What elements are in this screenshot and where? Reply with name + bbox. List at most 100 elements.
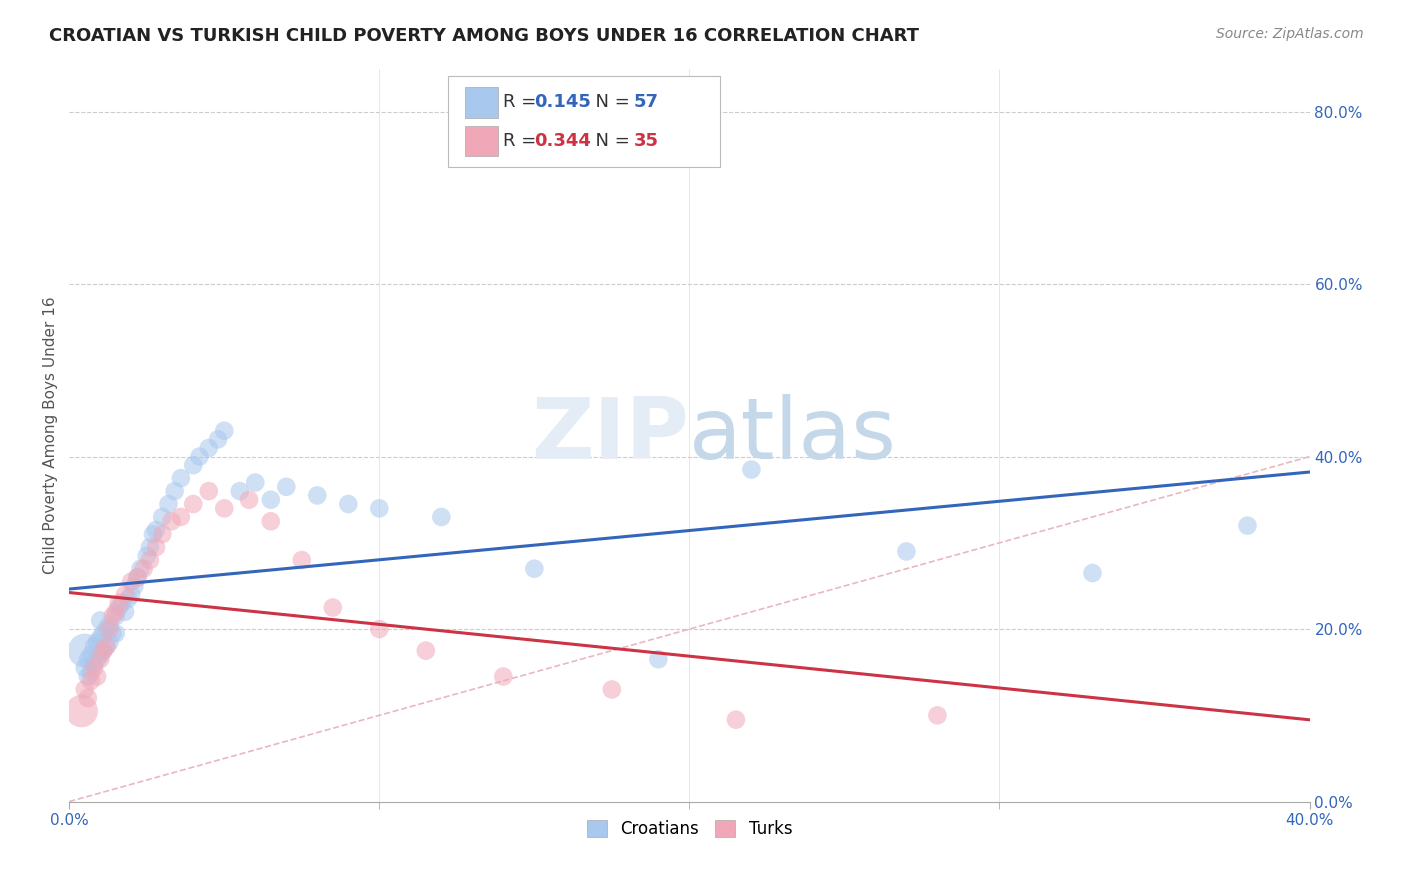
Point — [104, 626, 127, 640]
FancyBboxPatch shape — [465, 126, 498, 156]
Point — [86, 652, 108, 666]
Point — [89, 614, 111, 628]
Point — [197, 484, 219, 499]
Point — [368, 622, 391, 636]
Y-axis label: Child Poverty Among Boys Under 16: Child Poverty Among Boys Under 16 — [44, 296, 58, 574]
Point — [73, 682, 96, 697]
Text: 0.145: 0.145 — [534, 94, 591, 112]
Text: ZIP: ZIP — [531, 393, 689, 476]
Point — [127, 570, 149, 584]
Point — [108, 600, 131, 615]
Point — [260, 492, 283, 507]
Point — [214, 424, 236, 438]
Point — [73, 643, 96, 657]
Point — [368, 501, 391, 516]
Text: 0.344: 0.344 — [534, 132, 591, 150]
Point — [1236, 518, 1258, 533]
Point — [724, 713, 747, 727]
Point — [83, 661, 105, 675]
Point — [181, 497, 204, 511]
Point — [80, 665, 103, 680]
Point — [337, 497, 360, 511]
Point — [104, 609, 127, 624]
Point — [89, 652, 111, 666]
Point — [523, 562, 546, 576]
Point — [260, 514, 283, 528]
Point — [89, 631, 111, 645]
Point — [89, 648, 111, 662]
Point — [91, 643, 114, 657]
Point — [430, 510, 453, 524]
Point — [70, 704, 93, 718]
Point — [104, 605, 127, 619]
Point — [1081, 566, 1104, 580]
Point — [108, 596, 131, 610]
Point — [896, 544, 918, 558]
Point — [647, 652, 669, 666]
Point — [91, 626, 114, 640]
Point — [80, 648, 103, 662]
Point — [86, 635, 108, 649]
Point — [76, 669, 98, 683]
Point — [927, 708, 949, 723]
Point — [307, 488, 329, 502]
Point — [91, 643, 114, 657]
Point — [170, 471, 193, 485]
Point — [120, 588, 142, 602]
Text: R =: R = — [503, 94, 543, 112]
Point — [129, 562, 152, 576]
Legend: Croatians, Turks: Croatians, Turks — [579, 813, 799, 845]
Point — [114, 605, 136, 619]
Point — [291, 553, 314, 567]
Point — [139, 553, 162, 567]
Text: N =: N = — [583, 132, 636, 150]
Point — [415, 643, 437, 657]
Point — [245, 475, 267, 490]
Point — [181, 458, 204, 473]
Point — [98, 617, 121, 632]
Point — [114, 588, 136, 602]
Point — [101, 609, 124, 624]
Point — [76, 691, 98, 706]
Point — [214, 501, 236, 516]
Text: 35: 35 — [634, 132, 658, 150]
Text: Source: ZipAtlas.com: Source: ZipAtlas.com — [1216, 27, 1364, 41]
Point — [229, 484, 252, 499]
Point — [83, 657, 105, 671]
Point — [197, 441, 219, 455]
Point — [188, 450, 211, 464]
Text: 57: 57 — [634, 94, 658, 112]
Point — [322, 600, 344, 615]
Point — [127, 570, 149, 584]
Point — [139, 540, 162, 554]
Point — [124, 579, 146, 593]
Point — [150, 510, 173, 524]
Point — [492, 669, 515, 683]
Point — [117, 591, 139, 606]
Point — [96, 622, 118, 636]
Point — [163, 484, 186, 499]
Point — [98, 635, 121, 649]
Point — [145, 523, 167, 537]
Text: CROATIAN VS TURKISH CHILD POVERTY AMONG BOYS UNDER 16 CORRELATION CHART: CROATIAN VS TURKISH CHILD POVERTY AMONG … — [49, 27, 920, 45]
Text: atlas: atlas — [689, 393, 897, 476]
Text: N =: N = — [583, 94, 636, 112]
Point — [83, 640, 105, 654]
Point — [98, 622, 121, 636]
Point — [207, 433, 229, 447]
Point — [276, 480, 298, 494]
Text: R =: R = — [503, 132, 543, 150]
FancyBboxPatch shape — [465, 87, 498, 118]
Point — [135, 549, 157, 563]
Point — [740, 462, 762, 476]
Point — [73, 661, 96, 675]
FancyBboxPatch shape — [447, 76, 720, 168]
Point — [160, 514, 183, 528]
Point — [145, 540, 167, 554]
Point — [111, 596, 134, 610]
Point — [142, 527, 165, 541]
Point — [80, 673, 103, 688]
Point — [76, 652, 98, 666]
Point — [157, 497, 180, 511]
Point — [86, 669, 108, 683]
